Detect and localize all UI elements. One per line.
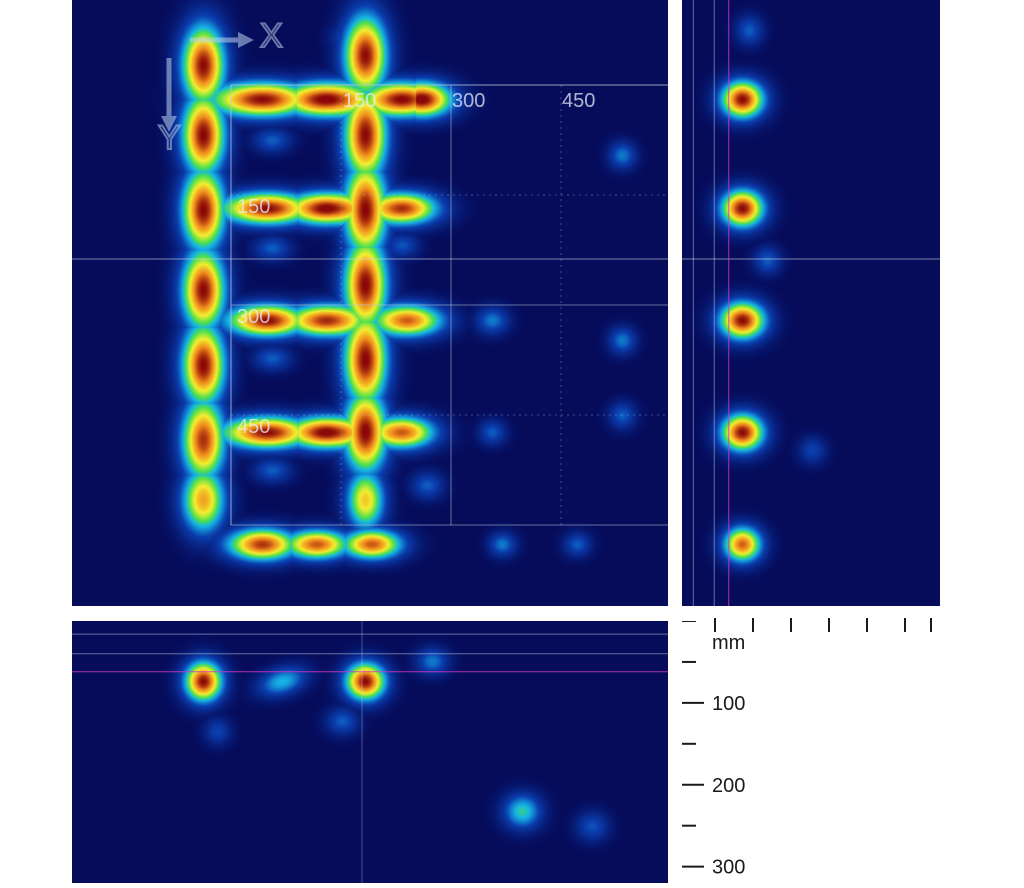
depth-top-tick [866,618,868,632]
scan-viewer: XY150300450150300450 mm 100 200 300 [0,0,1024,883]
svg-text:300: 300 [712,857,745,879]
depth-top-tick [904,618,906,632]
side-view-canvas [682,0,940,606]
depth-unit-label: mm [712,632,745,654]
plan-view-heatmap[interactable]: XY150300450150300450 [72,0,668,606]
depth-axis-svg: mm 100 200 300 [682,621,940,883]
depth-top-tick [790,618,792,632]
front-view-canvas [72,621,668,883]
plan-view-canvas [72,0,668,606]
depth-top-tick [714,618,716,632]
svg-text:100: 100 [712,693,745,715]
side-view-heatmap[interactable] [682,0,940,606]
depth-top-tick [752,618,754,632]
depth-top-tick [828,618,830,632]
depth-axis: mm 100 200 300 [682,621,940,883]
svg-text:200: 200 [712,775,745,797]
front-view-heatmap[interactable] [72,621,668,883]
depth-top-tick [930,618,932,632]
